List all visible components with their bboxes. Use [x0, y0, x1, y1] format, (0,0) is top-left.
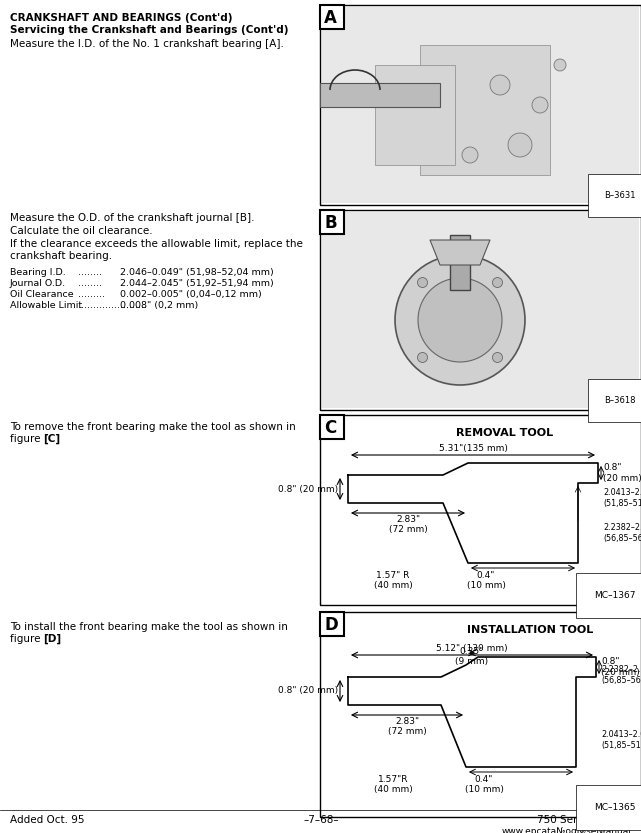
- Text: B: B: [324, 214, 337, 232]
- Text: C: C: [324, 419, 337, 437]
- Text: 5.12" (130 mm): 5.12" (130 mm): [436, 644, 508, 653]
- Text: ........: ........: [78, 279, 102, 288]
- Text: Oil Clearance: Oil Clearance: [10, 290, 74, 299]
- Text: MC–1365: MC–1365: [594, 803, 636, 812]
- Text: 0.8"
(20 mm): 0.8" (20 mm): [601, 657, 640, 676]
- Text: 0.008" (0,2 mm): 0.008" (0,2 mm): [120, 301, 198, 310]
- Text: 2.046–0.049" (51,98–52,04 mm): 2.046–0.049" (51,98–52,04 mm): [120, 268, 274, 277]
- Bar: [450, 235, 470, 290]
- Text: 0.8" (20 mm): 0.8" (20 mm): [278, 485, 338, 493]
- Bar: [320, 612, 344, 636]
- Polygon shape: [430, 240, 490, 265]
- Text: [C]: [C]: [43, 434, 60, 444]
- Text: INSTALLATION TOOL: INSTALLATION TOOL: [467, 625, 593, 635]
- Text: .........: .........: [78, 290, 105, 299]
- Text: To remove the front bearing make the tool as shown in: To remove the front bearing make the too…: [10, 422, 296, 432]
- Text: Measure the I.D. of the No. 1 crankshaft bearing [A].: Measure the I.D. of the No. 1 crankshaft…: [10, 39, 284, 49]
- Circle shape: [462, 147, 478, 163]
- Bar: [322, 7, 639, 203]
- Text: 2.83"
(72 mm): 2.83" (72 mm): [388, 717, 426, 736]
- Bar: [320, 5, 641, 205]
- Text: CRANKSHAFT AND BEARINGS (Cont'd): CRANKSHAFT AND BEARINGS (Cont'd): [10, 13, 233, 23]
- Text: 2.2382–2.2402'
(56,85–56,90mm): 2.2382–2.2402' (56,85–56,90mm): [601, 666, 641, 685]
- Text: –7–68–: –7–68–: [303, 815, 339, 825]
- Text: B–3618: B–3618: [604, 396, 636, 405]
- Text: 0.8"
(20 mm): 0.8" (20 mm): [603, 463, 641, 482]
- Text: 5.31"(135 mm): 5.31"(135 mm): [438, 444, 508, 453]
- Text: Allowable Limit: Allowable Limit: [10, 301, 82, 310]
- Text: 2.0413–2.0433"
(51,85–51,90mm): 2.0413–2.0433" (51,85–51,90mm): [601, 731, 641, 750]
- Text: 2.2382–2.2402'
(56,85–56,90mm): 2.2382–2.2402' (56,85–56,90mm): [603, 523, 641, 543]
- Text: Servicing the Crankshaft and Bearings (Cont'd): Servicing the Crankshaft and Bearings (C…: [10, 25, 288, 35]
- Text: 0.4"
(10 mm): 0.4" (10 mm): [465, 775, 503, 795]
- Text: figure: figure: [10, 634, 44, 644]
- Text: 0.8" (20 mm): 0.8" (20 mm): [278, 686, 338, 696]
- Text: If the clearance exceeds the allowable limit, replace the
crankshaft bearing.: If the clearance exceeds the allowable l…: [10, 239, 303, 261]
- Circle shape: [554, 59, 566, 71]
- Text: [D]: [D]: [43, 634, 61, 644]
- Circle shape: [492, 277, 503, 287]
- Text: 2.83"
(72 mm): 2.83" (72 mm): [388, 515, 428, 535]
- Bar: [320, 415, 641, 605]
- Text: ........: ........: [78, 268, 102, 277]
- Circle shape: [508, 133, 532, 157]
- Text: figure: figure: [10, 434, 44, 444]
- Text: Journal O.D.: Journal O.D.: [10, 279, 66, 288]
- Text: Bearing I.D.: Bearing I.D.: [10, 268, 66, 277]
- Text: REMOVAL TOOL: REMOVAL TOOL: [456, 428, 554, 438]
- Text: A: A: [324, 9, 337, 27]
- Circle shape: [532, 97, 548, 113]
- Text: To install the front bearing make the tool as shown in: To install the front bearing make the to…: [10, 622, 288, 632]
- Circle shape: [395, 255, 525, 385]
- Text: 0.4"
(10 mm): 0.4" (10 mm): [467, 571, 506, 591]
- Text: 1.57"R
(40 mm): 1.57"R (40 mm): [374, 775, 412, 795]
- Text: 2.044–2.045" (51,92–51,94 mm): 2.044–2.045" (51,92–51,94 mm): [120, 279, 274, 288]
- Text: 750 Series Loader: 750 Series Loader: [537, 815, 631, 825]
- Text: 0.35"
(9 mm): 0.35" (9 mm): [456, 647, 488, 666]
- Text: .......................: .......................: [78, 301, 147, 310]
- Circle shape: [418, 278, 502, 362]
- Text: Calculate the oil clearance.: Calculate the oil clearance.: [10, 226, 153, 236]
- Circle shape: [490, 75, 510, 95]
- Circle shape: [417, 277, 428, 287]
- Bar: [320, 210, 641, 410]
- Bar: [322, 212, 639, 408]
- Bar: [320, 83, 440, 107]
- Circle shape: [417, 352, 428, 362]
- Bar: [320, 612, 641, 817]
- Text: Measure the O.D. of the crankshaft journal [B].: Measure the O.D. of the crankshaft journ…: [10, 213, 254, 223]
- Text: D: D: [324, 616, 338, 634]
- Circle shape: [492, 352, 503, 362]
- Bar: [322, 7, 639, 203]
- Text: MC–1367: MC–1367: [594, 591, 636, 600]
- Text: 2.0413–2.0433'
(51,85–51,90mm): 2.0413–2.0433' (51,85–51,90mm): [603, 488, 641, 507]
- Bar: [320, 210, 344, 234]
- Text: www.epcata№og№se№anual: www.epcata№og№se№anual: [501, 827, 631, 833]
- Bar: [320, 5, 344, 29]
- Text: Added Oct. 95: Added Oct. 95: [10, 815, 85, 825]
- Bar: [375, 65, 455, 165]
- Text: 1.57" R
(40 mm): 1.57" R (40 mm): [374, 571, 412, 591]
- Bar: [420, 45, 550, 175]
- Text: B–3631: B–3631: [604, 191, 636, 200]
- Bar: [320, 415, 344, 439]
- Text: 0.002–0.005" (0,04–0,12 mm): 0.002–0.005" (0,04–0,12 mm): [120, 290, 262, 299]
